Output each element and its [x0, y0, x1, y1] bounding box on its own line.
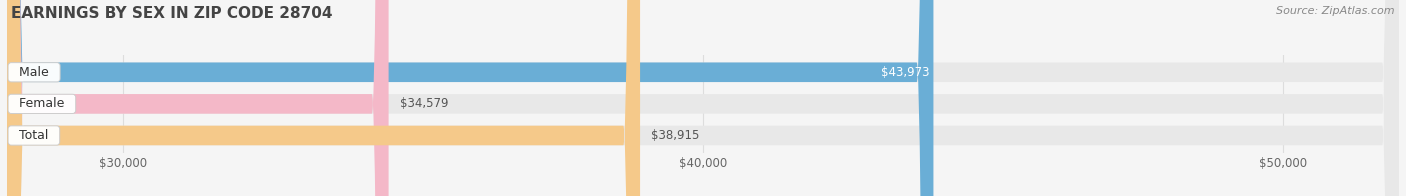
FancyBboxPatch shape [7, 0, 640, 196]
Text: $38,915: $38,915 [651, 129, 700, 142]
FancyBboxPatch shape [7, 0, 1399, 196]
Text: Total: Total [11, 129, 56, 142]
Text: Male: Male [11, 66, 58, 79]
FancyBboxPatch shape [7, 0, 1399, 196]
FancyBboxPatch shape [7, 0, 388, 196]
Text: $34,579: $34,579 [399, 97, 449, 110]
FancyBboxPatch shape [7, 0, 934, 196]
FancyBboxPatch shape [7, 0, 1399, 196]
Text: $43,973: $43,973 [880, 66, 929, 79]
Text: Source: ZipAtlas.com: Source: ZipAtlas.com [1277, 6, 1395, 16]
Text: EARNINGS BY SEX IN ZIP CODE 28704: EARNINGS BY SEX IN ZIP CODE 28704 [11, 6, 333, 21]
Text: Female: Female [11, 97, 73, 110]
